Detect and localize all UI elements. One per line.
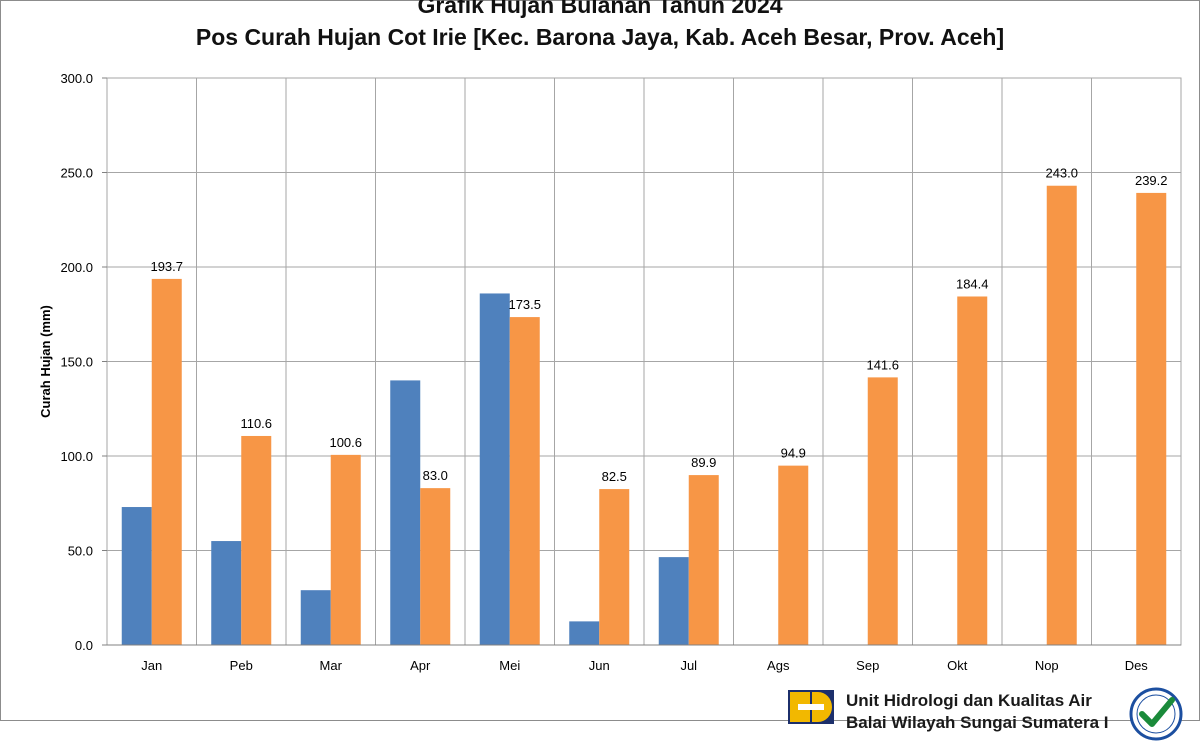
- bar-series-2: [330, 454, 361, 645]
- x-tick-label: Jan: [141, 658, 162, 673]
- bar-series-1: [211, 541, 242, 645]
- data-label: 110.6: [240, 416, 272, 431]
- footer: Unit Hidrologi dan Kualitas Air Balai Wi…: [788, 687, 1200, 741]
- bar-series-2: [509, 317, 540, 645]
- grid-lines: [106, 77, 1182, 646]
- bar-series-1: [479, 293, 510, 645]
- x-tick-label: Mar: [320, 658, 343, 673]
- data-label: 193.7: [150, 259, 183, 274]
- y-tick-label: 250.0: [60, 166, 93, 181]
- x-tick-label: Des: [1125, 658, 1149, 673]
- bar-series-2: [688, 475, 719, 645]
- footer-line-1: Unit Hidrologi dan Kualitas Air: [846, 691, 1092, 710]
- x-tick-label: Jul: [680, 658, 697, 673]
- chart-title: Grafik Hujan Bulanan Tahun 2024: [417, 0, 783, 18]
- data-label: 141.6: [866, 357, 899, 372]
- x-tick-label: Okt: [947, 658, 968, 673]
- data-label: 184.4: [956, 276, 989, 291]
- y-axis-title: Curah Hujan (mm): [38, 305, 53, 418]
- bar-series-2: [151, 278, 182, 645]
- x-tick-label: Ags: [767, 658, 790, 673]
- data-labels: 193.7 110.6 100.6 83.0 173.5 82.5 89.9 94.9 141.…: [150, 166, 1167, 484]
- bar-series-1: [658, 557, 689, 645]
- footer-line-2: Balai Wilayah Sungai Sumatera I: [846, 713, 1109, 732]
- y-tick-label: 100.0: [60, 449, 93, 464]
- y-tick-label: 50.0: [68, 544, 93, 559]
- bar-series-2: [867, 377, 898, 645]
- y-tick-label: 200.0: [60, 260, 93, 275]
- bar-series-1: [121, 507, 152, 645]
- y-tick-label: 300.0: [60, 71, 93, 86]
- data-label: 239.2: [1135, 173, 1168, 188]
- footer-unit-name: Unit Hidrologi dan Kualitas Air Balai Wi…: [846, 690, 1109, 734]
- bar-series-1: [390, 380, 421, 645]
- bar-series-1: [300, 590, 331, 645]
- chart-subtitle: Pos Curah Hujan Cot Irie [Kec. Barona Ja…: [195, 24, 1005, 50]
- data-label: 89.9: [691, 455, 716, 470]
- data-label: 83.0: [423, 468, 448, 483]
- bar-series-2: [420, 488, 451, 645]
- bar-series-2: [241, 435, 272, 645]
- iso-certification-check-icon: [1129, 687, 1183, 741]
- data-label: 82.5: [602, 469, 627, 484]
- data-label: 100.6: [329, 435, 362, 450]
- bar-series-2: [778, 465, 809, 645]
- bar-series-2: [957, 296, 988, 645]
- x-tick-label: Apr: [410, 658, 431, 673]
- x-tick-label: Mei: [499, 658, 520, 673]
- pupr-logo-icon: [788, 690, 834, 724]
- data-label: 243.0: [1045, 166, 1078, 181]
- x-tick-label: Sep: [856, 658, 879, 673]
- x-tick-label: Nop: [1035, 658, 1059, 673]
- data-label: 94.9: [781, 446, 806, 461]
- bar-series-2: [599, 489, 630, 645]
- x-tick-label: Jun: [589, 658, 610, 673]
- x-tick-label: Peb: [230, 658, 253, 673]
- bar-chart: 193.7 110.6 100.6 83.0 173.5 82.5 89.9 94.9 141.…: [38, 71, 1182, 673]
- bar-series-2: [1136, 192, 1167, 646]
- bar-series-1: [569, 621, 600, 645]
- data-label: 173.5: [508, 297, 541, 312]
- bar-series-2: [1046, 185, 1077, 646]
- y-tick-label: 0.0: [75, 638, 93, 653]
- y-tick-label: 150.0: [60, 355, 93, 370]
- axes: 0.0 50.0 100.0 150.0 200.0 250.0 300.0 Jan Peb Ma…: [38, 71, 1181, 673]
- bars: [121, 185, 1167, 646]
